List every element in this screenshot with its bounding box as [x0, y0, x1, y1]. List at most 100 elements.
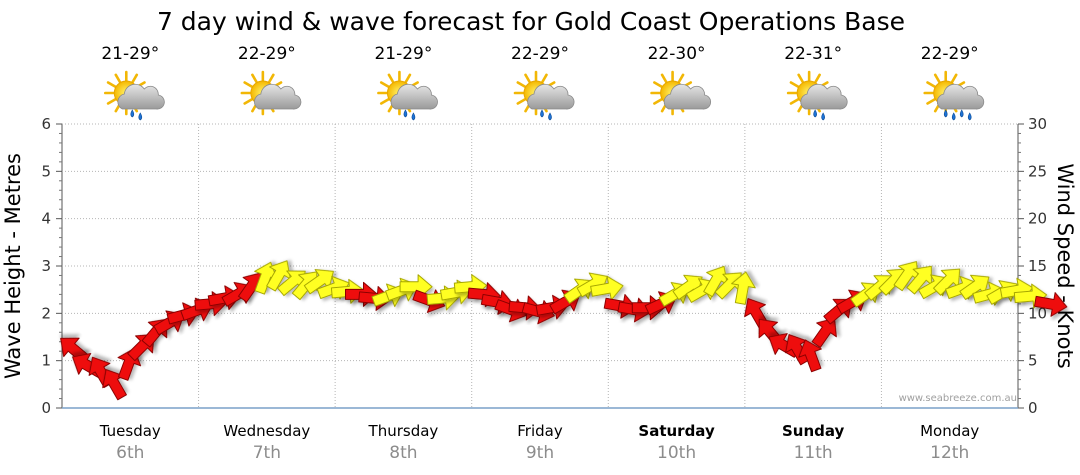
wind-arrow: [798, 339, 822, 373]
left-axis-title: Wave Height - Metres: [1, 153, 25, 379]
sun-ray: [516, 97, 527, 105]
right-tick-label: 25: [1028, 162, 1047, 180]
rain-drop: [943, 109, 948, 118]
sun-ray: [379, 81, 391, 89]
cloud-icon: [117, 83, 165, 121]
sun-ray: [933, 73, 942, 84]
left-tick-label: 6: [41, 115, 51, 133]
cloud-icon: [663, 83, 712, 110]
cloud-sun-showers-icon: [513, 70, 575, 121]
sun-ray: [789, 81, 801, 89]
left-tick-label: 3: [41, 257, 51, 275]
day-name: Tuesday: [99, 422, 161, 440]
day-name: Wednesday: [223, 422, 310, 440]
day-name: Sunday: [782, 422, 845, 440]
cloud-shape: [254, 83, 302, 110]
sun-ray: [404, 73, 412, 84]
day-footer: Saturday 10th: [638, 422, 715, 463]
day-name: Friday: [517, 422, 563, 440]
sun-ray: [926, 97, 937, 105]
day-name: Thursday: [368, 422, 439, 440]
right-tick-label: 20: [1028, 210, 1047, 228]
sun-ray: [130, 73, 139, 84]
day-footer: Monday 12th: [920, 422, 979, 463]
day-header: 22-31°: [784, 44, 848, 121]
day-header: 21-29°: [374, 44, 438, 121]
temperature-range: 21-29°: [101, 44, 159, 64]
day-name: Monday: [920, 422, 979, 440]
sun-ray: [379, 97, 391, 105]
sun-ray: [677, 73, 685, 84]
sun-ray: [653, 81, 664, 89]
day-header: 22-30°: [648, 44, 712, 116]
cloud-icon: [800, 83, 848, 121]
day-name: Saturday: [638, 422, 715, 440]
sun-ray: [524, 73, 532, 84]
sun-ray: [106, 97, 118, 105]
right-axis: 0 5 10 15 20 25 30: [1018, 115, 1047, 417]
sun-ray: [387, 73, 395, 84]
sun-ray: [789, 97, 801, 105]
wind-arrows: [60, 260, 1068, 401]
right-tick-label: 30: [1028, 115, 1047, 133]
cloud-sun-icon: [650, 70, 712, 116]
wind-arrow: [1033, 292, 1068, 317]
wind-arrow: [811, 317, 837, 348]
day-footer: Wednesday 7th: [223, 422, 310, 463]
rain-drop: [813, 109, 817, 118]
sun-ray: [926, 81, 937, 89]
wind-arrow: [590, 275, 624, 301]
cloud-shape: [390, 83, 438, 110]
wind-arrow: [303, 269, 334, 295]
cloud-sun-rain-icon: [923, 70, 985, 121]
wind-arrow: [254, 261, 278, 295]
wind-arrow: [933, 268, 961, 296]
wind-arrow: [731, 271, 756, 305]
temperature-range: 21-29°: [374, 44, 432, 64]
right-tick-label: 5: [1028, 352, 1038, 370]
day-headers: 21-29° 22-29° 21-29° 22-29° 22-30° 22-31° 22-2…: [101, 44, 985, 121]
wind-arrow: [266, 260, 291, 292]
sun-ray: [950, 73, 958, 84]
rain-drop: [548, 112, 552, 121]
sun-ray: [243, 81, 254, 89]
right-axis-title: Wind Speed - Knots: [1053, 163, 1077, 368]
cloud-icon: [936, 83, 985, 121]
cloud-icon: [254, 83, 302, 110]
day-footer: Friday 9th: [517, 422, 563, 463]
day-date: 9th: [526, 443, 554, 463]
cloud-icon: [390, 83, 438, 121]
sun-ray: [540, 73, 548, 84]
left-tick-label: 4: [41, 210, 51, 228]
cloud-icon: [527, 83, 575, 121]
rain-drop: [821, 112, 825, 121]
rain-drop: [403, 109, 408, 118]
day-date: 7th: [253, 443, 281, 463]
cloud-shape: [663, 83, 712, 110]
cloud-shape: [117, 83, 165, 110]
rain-drop: [130, 109, 135, 118]
cloud-sun-icon: [240, 70, 302, 116]
day-footer: Thursday 8th: [368, 422, 439, 463]
rain-drop: [411, 112, 416, 121]
left-tick-label: 5: [41, 162, 51, 180]
sun-ray: [797, 73, 805, 84]
cloud-sun-showers-icon: [377, 70, 438, 121]
sun-ray: [251, 73, 259, 84]
rain-drop: [540, 109, 544, 118]
left-tick-label: 0: [41, 399, 51, 417]
right-tick-label: 15: [1028, 257, 1047, 275]
sun-ray: [660, 73, 668, 84]
rain-drop: [138, 112, 143, 121]
rain-drop: [967, 112, 972, 121]
rain-drop: [951, 112, 956, 121]
day-date: 6th: [116, 443, 144, 463]
day-header: 22-29°: [921, 44, 985, 121]
right-tick-label: 10: [1028, 304, 1047, 322]
day-footers: Tuesday 6th Wednesday 7th Thursday 8th Friday 9…: [99, 422, 980, 463]
cloud-shape: [800, 83, 848, 110]
sun-ray: [516, 81, 527, 89]
temperature-range: 22-31°: [784, 44, 842, 64]
credit-watermark: www.seabreeze.com.au: [899, 393, 1017, 404]
